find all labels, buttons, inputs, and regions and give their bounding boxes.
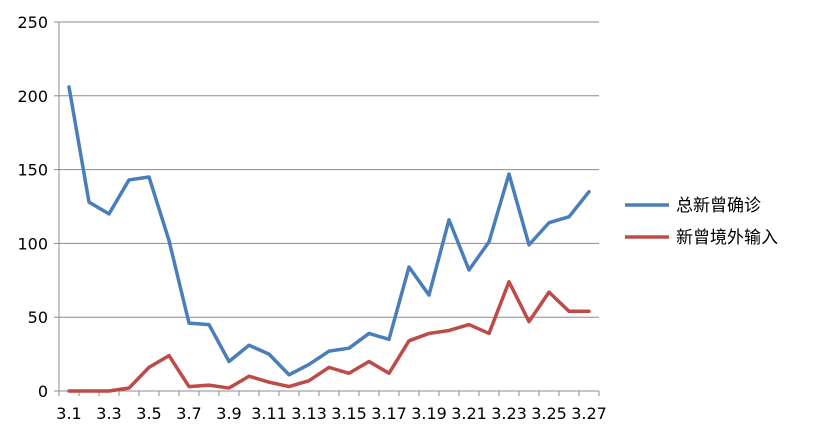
x-tick-label: 3.17 — [371, 404, 407, 423]
x-tick-label: 3.21 — [451, 404, 487, 423]
y-tick-label: 200 — [17, 87, 48, 106]
x-tick-label: 3.3 — [96, 404, 121, 423]
y-tick-labels: 0 50 100 150 200 250 — [17, 13, 48, 401]
x-tick-label: 3.19 — [411, 404, 447, 423]
legend-label: 新曾境外输入 — [676, 228, 778, 248]
x-tick-label: 3.7 — [176, 404, 201, 423]
axes — [54, 21, 600, 396]
y-tick-label: 250 — [17, 13, 48, 32]
series-line — [67, 280, 591, 393]
y-tick-label: 0 — [38, 382, 48, 401]
x-tick-label: 3.25 — [531, 404, 567, 423]
legend-label: 总新曾确诊 — [676, 196, 761, 216]
x-tick-label: 3.5 — [136, 404, 161, 423]
x-tick-label: 3.27 — [571, 404, 607, 423]
y-tick-label: 50 — [28, 308, 48, 327]
series-line — [67, 85, 591, 377]
x-tick-label: 3.1 — [56, 404, 81, 423]
x-tick-label: 3.9 — [216, 404, 241, 423]
x-tick-label: 3.13 — [291, 404, 327, 423]
x-tick-label: 3.15 — [331, 404, 367, 423]
series-lines — [67, 85, 591, 393]
x-tick-label: 3.11 — [251, 404, 287, 423]
y-tick-label: 150 — [17, 161, 48, 180]
x-tick-label: 3.23 — [491, 404, 527, 423]
gridlines — [59, 21, 599, 318]
y-tick-label: 100 — [17, 234, 48, 253]
x-tick-labels: 3.1 3.3 3.5 3.7 3.9 3.11 3.13 3.15 3.17 3.19 3.21 3… — [56, 404, 607, 423]
